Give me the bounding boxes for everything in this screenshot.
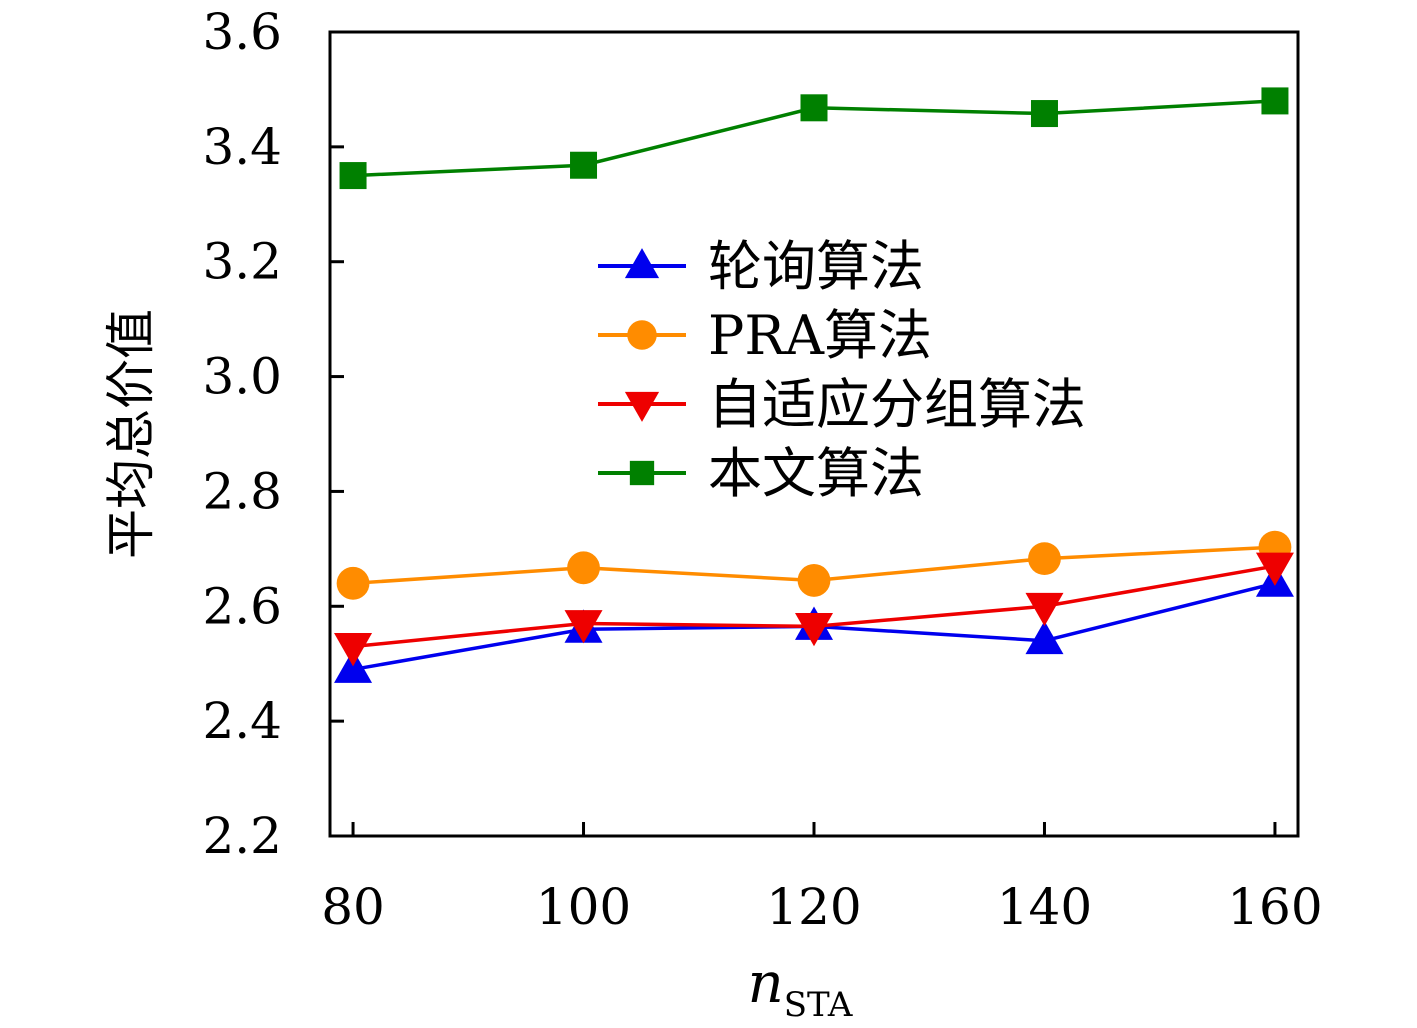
marker-circle bbox=[627, 320, 657, 350]
y-tick-label: 2.2 bbox=[202, 807, 282, 865]
y-axis: 2.2 2.4 2.6 2.8 3.0 3.2 3.4 3.6 bbox=[202, 3, 344, 865]
legend-label: 自适应分组算法 bbox=[708, 373, 1086, 436]
marker-circle bbox=[797, 564, 831, 597]
series-layer bbox=[334, 87, 1294, 683]
marker-triangle-down bbox=[624, 391, 660, 422]
marker-square bbox=[570, 151, 598, 179]
marker-triangle-down bbox=[1255, 552, 1294, 586]
marker-square bbox=[1261, 87, 1289, 115]
y-tick-label: 2.6 bbox=[202, 577, 282, 635]
legend-item: 自适应分组算法 bbox=[598, 373, 1086, 436]
legend-item: 本文算法 bbox=[598, 442, 924, 505]
marker-triangle-down bbox=[795, 612, 833, 647]
x-tick-label: 140 bbox=[997, 878, 1092, 936]
y-tick-label: 3.6 bbox=[202, 3, 282, 61]
marker-square bbox=[339, 162, 367, 190]
y-tick-label: 2.8 bbox=[202, 462, 282, 520]
series-2 bbox=[336, 530, 1292, 600]
marker-circle bbox=[1028, 542, 1061, 576]
marker-triangle-down bbox=[334, 633, 373, 667]
marker-circle bbox=[567, 551, 600, 585]
x-axis-title-sub: STA bbox=[784, 985, 853, 1025]
legend-label: PRA算法 bbox=[708, 304, 932, 367]
y-axis-title: 平均总价值 bbox=[102, 309, 160, 559]
series-3 bbox=[334, 552, 1294, 667]
x-tick-label: 100 bbox=[536, 878, 631, 936]
x-axis: 80 100 120 140 160 bbox=[321, 822, 1323, 936]
marker-triangle-up bbox=[1025, 620, 1064, 655]
y-tick-label: 3.0 bbox=[202, 348, 282, 406]
x-tick-label: 160 bbox=[1227, 878, 1322, 936]
x-axis-title-main: n bbox=[748, 951, 784, 1016]
legend-item: 轮询算法 bbox=[598, 235, 924, 298]
marker-triangle-up bbox=[624, 248, 660, 279]
x-tick-label: 120 bbox=[766, 878, 861, 936]
marker-triangle-down bbox=[564, 610, 603, 644]
legend-item: PRA算法 bbox=[598, 304, 932, 367]
marker-circle bbox=[336, 566, 370, 600]
marker-square bbox=[1030, 100, 1058, 128]
series-4 bbox=[339, 87, 1289, 190]
marker-square bbox=[800, 94, 828, 122]
y-tick-label: 3.2 bbox=[202, 233, 282, 291]
marker-triangle-down bbox=[1025, 592, 1064, 627]
legend-label: 本文算法 bbox=[708, 442, 924, 505]
marker-square bbox=[629, 460, 655, 486]
legend-label: 轮询算法 bbox=[708, 235, 924, 298]
y-tick-label: 3.4 bbox=[202, 118, 282, 176]
x-tick-label: 80 bbox=[321, 878, 385, 936]
y-tick-label: 2.4 bbox=[202, 692, 282, 750]
x-axis-title: nSTA bbox=[748, 951, 853, 1025]
